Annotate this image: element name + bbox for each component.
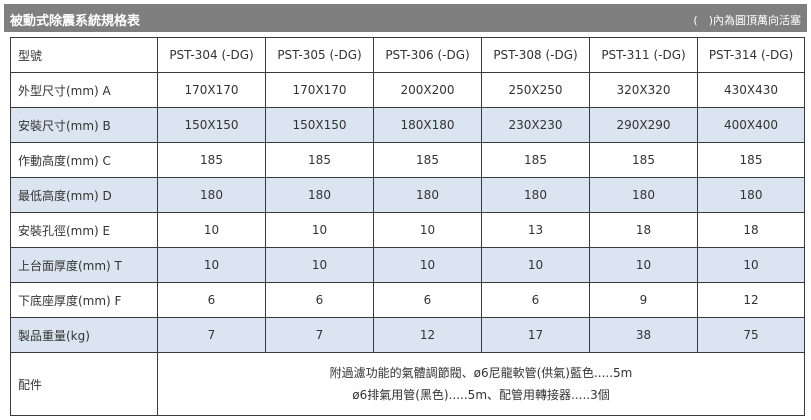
value-cell: 185: [157, 142, 266, 178]
table-row-outer-size: 外型尺寸(mm) A 170X170 170X170 200X200 250X2…: [10, 72, 805, 108]
value-cell: 18: [697, 212, 805, 248]
value-cell: 430X430: [697, 72, 805, 108]
value-cell: 17: [481, 317, 590, 353]
row-label-cell: 外型尺寸(mm) A: [10, 72, 158, 108]
value-cell: 250X250: [481, 72, 590, 108]
header-model-cell: PST-304 (-DG): [157, 37, 266, 73]
value-cell: 10: [157, 212, 266, 248]
value-cell: 180: [589, 177, 698, 213]
value-cell: 10: [589, 247, 698, 283]
accessories-cell: 附過濾功能的氣體調節閥、ø6尼龍軟管(供氣)藍色.....5m ø6排氣用管(黑…: [157, 352, 805, 416]
value-cell: 10: [697, 247, 805, 283]
value-cell: 6: [373, 282, 482, 318]
value-cell: 320X320: [589, 72, 698, 108]
value-cell: 200X200: [373, 72, 482, 108]
header-row: 型號 PST-304 (-DG) PST-305 (-DG) PST-306 (…: [10, 37, 805, 73]
value-cell: 10: [265, 212, 374, 248]
value-cell: 13: [481, 212, 590, 248]
value-cell: 6: [481, 282, 590, 318]
value-cell: 38: [589, 317, 698, 353]
row-label-cell: 上台面厚度(mm) T: [10, 247, 158, 283]
value-cell: 7: [157, 317, 266, 353]
row-label-cell: 安裝孔徑(mm) E: [10, 212, 158, 248]
value-cell: 18: [589, 212, 698, 248]
title-bar: 被動式除震系統規格表 ( )內為圓頂萬向活塞: [4, 4, 807, 32]
value-cell: 185: [589, 142, 698, 178]
row-label-cell: 製品重量(kg): [10, 317, 158, 353]
accessories-line: 附過濾功能的氣體調節閥、ø6尼龍軟管(供氣)藍色.....5m: [329, 366, 633, 380]
row-label-cell: 安裝尺寸(mm) B: [10, 107, 158, 143]
table-row-accessories: 配件 附過濾功能的氣體調節閥、ø6尼龍軟管(供氣)藍色.....5m ø6排氣用…: [10, 352, 805, 416]
value-cell: 170X170: [265, 72, 374, 108]
value-cell: 185: [265, 142, 374, 178]
table-row-top-thickness: 上台面厚度(mm) T 10 10 10 10 10 10: [10, 247, 805, 283]
header-model-cell: PST-311 (-DG): [589, 37, 698, 73]
title-note: ( )內為圓頂萬向活塞: [693, 14, 801, 27]
value-cell: 185: [481, 142, 590, 178]
value-cell: 12: [373, 317, 482, 353]
value-cell: 10: [373, 247, 482, 283]
value-cell: 180: [157, 177, 266, 213]
value-cell: 180: [481, 177, 590, 213]
value-cell: 7: [265, 317, 374, 353]
table-row-base-thickness: 下底座厚度(mm) F 6 6 6 6 9 12: [10, 282, 805, 318]
value-cell: 10: [157, 247, 266, 283]
spec-table: 型號 PST-304 (-DG) PST-305 (-DG) PST-306 (…: [10, 37, 805, 416]
value-cell: 185: [373, 142, 482, 178]
row-label-cell: 配件: [10, 352, 158, 416]
value-cell: 185: [697, 142, 805, 178]
value-cell: 400X400: [697, 107, 805, 143]
value-cell: 75: [697, 317, 805, 353]
page-title: 被動式除震系統規格表: [10, 14, 141, 29]
value-cell: 12: [697, 282, 805, 318]
table-row-hole-diameter: 安裝孔徑(mm) E 10 10 10 13 18 18: [10, 212, 805, 248]
table-row-mount-size: 安裝尺寸(mm) B 150X150 150X150 180X180 230X2…: [10, 107, 805, 143]
header-model-cell: PST-306 (-DG): [373, 37, 482, 73]
value-cell: 9: [589, 282, 698, 318]
value-cell: 10: [265, 247, 374, 283]
row-label-cell: 作動高度(mm) C: [10, 142, 158, 178]
value-cell: 170X170: [157, 72, 266, 108]
table-row-weight: 製品重量(kg) 7 7 12 17 38 75: [10, 317, 805, 353]
header-model-cell: PST-305 (-DG): [265, 37, 374, 73]
value-cell: 150X150: [265, 107, 374, 143]
header-label-cell: 型號: [10, 37, 158, 73]
value-cell: 180: [697, 177, 805, 213]
value-cell: 290X290: [589, 107, 698, 143]
value-cell: 150X150: [157, 107, 266, 143]
header-model-cell: PST-308 (-DG): [481, 37, 590, 73]
table-row-min-height: 最低高度(mm) D 180 180 180 180 180 180: [10, 177, 805, 213]
value-cell: 6: [157, 282, 266, 318]
row-label-cell: 最低高度(mm) D: [10, 177, 158, 213]
row-label-cell: 下底座厚度(mm) F: [10, 282, 158, 318]
header-model-cell: PST-314 (-DG): [697, 37, 805, 73]
value-cell: 10: [481, 247, 590, 283]
value-cell: 180: [265, 177, 374, 213]
value-cell: 180X180: [373, 107, 482, 143]
value-cell: 6: [265, 282, 374, 318]
value-cell: 230X230: [481, 107, 590, 143]
value-cell: 10: [373, 212, 482, 248]
table-row-working-height: 作動高度(mm) C 185 185 185 185 185 185: [10, 142, 805, 178]
value-cell: 180: [373, 177, 482, 213]
accessories-line: ø6排氣用管(黑色).....5m、配管用轉接器.....3個: [352, 388, 610, 402]
